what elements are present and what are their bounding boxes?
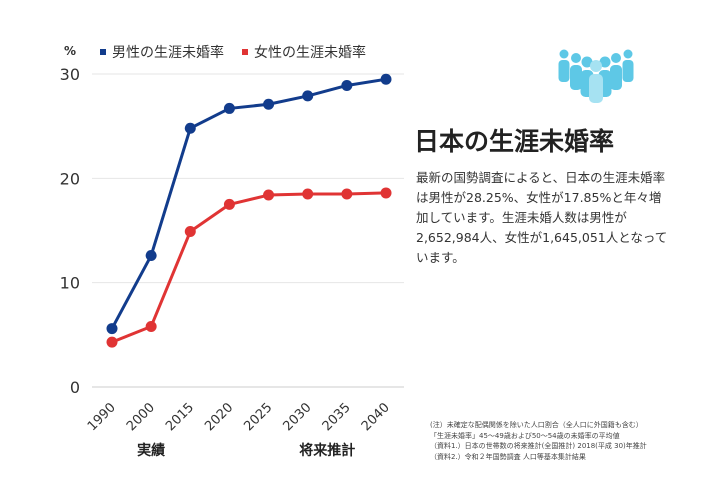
series-line-female	[112, 193, 386, 342]
x-tick-label-2025: 2025	[241, 400, 275, 434]
x-tick-label-2015: 2015	[163, 400, 197, 434]
data-point-male-1990	[107, 323, 118, 334]
x-tick-label-2020: 2020	[202, 400, 236, 434]
y-tick-label-10: 10	[60, 274, 80, 293]
x-tick-label-2000: 2000	[124, 400, 158, 434]
x-tick-label-2035: 2035	[320, 400, 354, 434]
data-point-female-2020	[224, 199, 235, 210]
data-point-female-2015	[185, 226, 196, 237]
legend-label-female: 女性の生涯未婚率	[254, 42, 366, 62]
data-point-female-2000	[146, 321, 157, 332]
note-line-2: 「生涯未婚率」45〜49歳および50〜54歳の未婚率の平均値	[430, 431, 710, 442]
data-point-male-2030	[302, 90, 313, 101]
y-tick-label-0: 0	[70, 378, 80, 397]
data-point-female-2025	[263, 190, 274, 201]
y-tick-label-30: 30	[60, 65, 80, 84]
legend-item-male: 男性の生涯未婚率	[100, 42, 224, 62]
data-point-female-2040	[381, 187, 392, 198]
data-point-male-2040	[381, 74, 392, 85]
data-point-male-2035	[341, 80, 352, 91]
data-point-female-1990	[107, 337, 118, 348]
legend: 男性の生涯未婚率 女性の生涯未婚率	[100, 42, 366, 62]
legend-item-female: 女性の生涯未婚率	[242, 42, 366, 62]
x-tick-label-2040: 2040	[359, 400, 393, 434]
y-tick-label-20: 20	[60, 169, 80, 188]
series-line-male	[112, 79, 386, 328]
people-group-icon	[556, 44, 636, 104]
description-text: 最新の国勢調査によると、日本の生涯未婚率は男性が28.25%、女性が17.85%…	[416, 168, 668, 268]
legend-swatch-female	[242, 49, 248, 55]
note-line-1: (注）未確定な配偶関係を除いた人口割合（全人口に外国籍も含む）	[430, 420, 710, 431]
data-point-male-2000	[146, 250, 157, 261]
data-point-female-2030	[302, 188, 313, 199]
note-line-4: （資料2.）令和２年国勢調査 人口等基本集計結果	[430, 452, 710, 463]
data-point-male-2025	[263, 99, 274, 110]
data-point-male-2020	[224, 103, 235, 114]
group-label-1: 将来推計	[299, 442, 355, 459]
legend-label-male: 男性の生涯未婚率	[112, 42, 224, 62]
x-tick-label-1990: 1990	[85, 400, 119, 434]
x-tick-label-2030: 2030	[281, 400, 315, 434]
data-point-female-2035	[341, 188, 352, 199]
data-point-male-2015	[185, 123, 196, 134]
page-title: 日本の生涯未婚率	[414, 122, 614, 158]
source-notes: (注）未確定な配偶関係を除いた人口割合（全人口に外国籍も含む） 「生涯未婚率」4…	[430, 420, 710, 462]
group-label-0: 実績	[137, 442, 165, 459]
note-line-3: （資料1.）日本の世帯数の将来推計(全国推計) 2018(平成 30)年推計	[430, 441, 710, 452]
y-axis-unit: %	[64, 44, 76, 58]
legend-swatch-male	[100, 49, 106, 55]
